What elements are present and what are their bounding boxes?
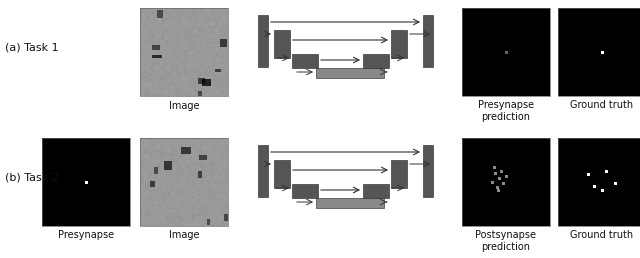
- Text: (a) Task 1: (a) Task 1: [5, 43, 59, 53]
- Bar: [42, 138, 130, 226]
- Text: Image: Image: [169, 230, 199, 240]
- Bar: [462, 138, 550, 226]
- Bar: [363, 184, 389, 198]
- Text: Postsynapse
prediction: Postsynapse prediction: [476, 230, 536, 252]
- Bar: [391, 160, 407, 188]
- Text: (b) Task 2: (b) Task 2: [5, 173, 59, 183]
- Bar: [274, 160, 290, 188]
- Bar: [363, 54, 389, 68]
- Text: Ground truth: Ground truth: [570, 230, 634, 240]
- Bar: [558, 8, 640, 96]
- Bar: [423, 145, 433, 197]
- Bar: [558, 138, 640, 226]
- Bar: [274, 30, 290, 58]
- Bar: [292, 54, 318, 68]
- Bar: [258, 15, 268, 67]
- Bar: [462, 8, 550, 96]
- Text: Presynapse
prediction: Presynapse prediction: [478, 100, 534, 122]
- Bar: [140, 138, 228, 226]
- Bar: [423, 15, 433, 67]
- Bar: [316, 198, 384, 208]
- Bar: [258, 145, 268, 197]
- Bar: [292, 184, 318, 198]
- Bar: [391, 30, 407, 58]
- Text: Image: Image: [169, 101, 199, 111]
- Text: Presynapse: Presynapse: [58, 230, 114, 240]
- Text: Ground truth: Ground truth: [570, 100, 634, 110]
- Bar: [140, 8, 228, 96]
- Bar: [316, 68, 384, 78]
